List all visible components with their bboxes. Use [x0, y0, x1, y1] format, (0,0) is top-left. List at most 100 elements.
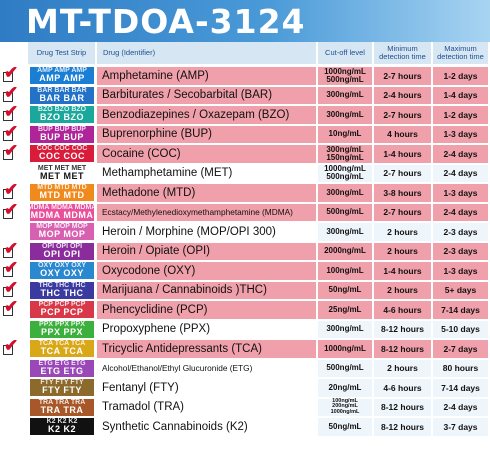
checkbox-checked: ✔	[3, 121, 20, 143]
max-detection: 80 hours	[433, 359, 488, 377]
cutoff-cell: 50ng/mL	[318, 418, 372, 436]
checkbox-box	[3, 286, 13, 297]
cutoff-cell: 1000ng/mL 500ng/mL	[318, 67, 372, 85]
test-strip: K2 K2 K2 K2 K2	[30, 418, 94, 435]
cutoff-value: 10ng/mL	[328, 129, 362, 139]
drug-name: Methamphetamine (MET)	[97, 164, 316, 182]
cutoff-value: 500ng/mL	[326, 207, 364, 217]
checkbox-checked: ✔	[3, 336, 20, 357]
checkbox-box	[3, 130, 13, 141]
cutoff-cell: 500ng/mL	[318, 203, 372, 221]
cutoff-value: 300ng/mL	[326, 90, 364, 100]
strip-label: TCA TCA	[40, 346, 84, 356]
table-row: ✔ PCP PCP PCP PCP PCP Phencyclidine (PCP) 25…	[0, 298, 490, 320]
strip-label-repeat: ETG ETG ETG	[38, 359, 86, 367]
test-strip: OXY OXY OXY OXY OXY	[30, 262, 94, 279]
table-row: ✔ THC THC THC THC THC Marijuana / Cannabino…	[0, 279, 490, 301]
table-row: ✔ TCA TCA TCA TCA TCA Tricyclic Antidepress…	[0, 336, 490, 359]
strip-label-repeat: TCA TCA TCA	[38, 340, 86, 347]
strip-label: MOP MOP	[38, 229, 86, 239]
max-detection: 2-4 days	[433, 145, 488, 163]
cutoff-cell: 300ng/mL	[318, 223, 372, 241]
drug-name: Buprenorphine (BUP)	[97, 125, 316, 143]
cutoff-value: 500ng/mL	[326, 172, 364, 182]
cutoff-cell: 1000ng/mL 500ng/mL	[318, 164, 372, 182]
cutoff-cell: 100ng/mL 200ng/mL 1000ng/mL	[318, 397, 372, 416]
max-detection: 5-10 days	[433, 320, 488, 338]
test-strip: COC COC COC COC COC	[30, 145, 94, 162]
max-detection: 2-4 days	[433, 164, 488, 182]
table-row: ✔ BZO BZO BZO BZO BZO Benzodiazepines / Oxa…	[0, 103, 490, 125]
test-strip: BZO BZO BZO BZO BZO	[30, 106, 94, 123]
drug-name: Alcohol/Ethanol/Ethyl Glucuronide (ETG)	[97, 359, 316, 377]
check-icon: ✔	[4, 141, 19, 160]
checkbox-checked: ✔	[3, 103, 20, 123]
strip-label: AMP AMP	[39, 73, 85, 83]
checkbox-box	[3, 306, 13, 316]
strip-label-repeat: MDMA MDMA MDMA	[30, 203, 94, 211]
test-strip: BAR BAR BAR BAR BAR	[30, 86, 94, 104]
test-strip: MET MET MET MET MET	[30, 164, 94, 182]
table-body: ✔ AMP AMP AMP AMP AMP Amphetamine (AMP) 1000…	[0, 64, 490, 437]
min-detection: 2-4 hours	[374, 86, 431, 104]
checkbox-checked: ✔	[3, 298, 20, 318]
cutoff-value: 100ng/mL	[326, 265, 364, 275]
check-icon: ✔	[4, 258, 19, 277]
cutoff-value: 200ng/mL	[332, 403, 358, 410]
min-detection: 2 hours	[374, 359, 431, 377]
strip-label-repeat: BAR BAR BAR	[37, 86, 87, 94]
drug-name: Tricyclic Antidepressants (TCA)	[97, 340, 316, 358]
table-row: ✔ COC COC COC COC COC Cocaine (COC) 300ng/mL…	[0, 141, 490, 164]
strip-label: K2 K2	[47, 424, 76, 434]
test-strip: BUP BUP BUP BUP BUP	[30, 125, 94, 143]
strip-label-repeat: PPX PPX PPX	[39, 320, 85, 328]
strip-label: MET MET	[40, 170, 84, 181]
max-detection: 1-3 days	[433, 125, 488, 143]
checkbox-checked: ✔	[3, 180, 20, 201]
test-strip: OPI OPI OPI OPI OPI	[30, 242, 94, 260]
check-icon: ✔	[4, 121, 19, 141]
strip-label-repeat: TRA TRA TRA	[38, 398, 86, 406]
test-strip: MTD MTD MTD MTD MTD	[30, 184, 94, 201]
checkbox-box	[3, 267, 13, 277]
drug-name: Cocaine (COC)	[97, 145, 316, 163]
header-strip: Drug Test Strip	[28, 42, 95, 64]
cutoff-value: 1000ng/mL	[324, 164, 366, 174]
strip-label: MTD MTD	[39, 190, 85, 200]
drug-name: Heroin / Opiate (OPI)	[97, 242, 316, 260]
checkbox-box	[3, 72, 13, 82]
title-banner: MT-TDOA-3124	[0, 0, 490, 42]
cutoff-value: 300ng/mL	[326, 187, 364, 197]
checkbox-checked: ✔	[3, 84, 20, 104]
checkbox-box	[3, 345, 13, 355]
checkbox-checked: ✔	[3, 279, 20, 299]
check-icon: ✔	[4, 336, 19, 355]
check-icon: ✔	[4, 199, 19, 219]
strip-label-repeat: PCP PCP PCP	[38, 301, 86, 308]
strip-label: ETG ETG	[40, 365, 84, 376]
min-detection: 2-7 hours	[374, 67, 431, 85]
checkbox-checked: ✔	[3, 258, 20, 279]
header-max: Maximum detection time	[433, 42, 488, 64]
cutoff-cell: 300ng/mL 150ng/mL	[318, 145, 372, 163]
strip-label: THC THC	[40, 287, 84, 298]
min-detection: 4 hours	[374, 125, 431, 143]
max-detection: 1-4 days	[433, 86, 488, 104]
strip-label-repeat: FTY FTY FTY	[40, 379, 84, 386]
cutoff-value: 100ng/mL	[332, 397, 358, 404]
cutoff-cell: 10ng/mL	[318, 125, 372, 143]
product-title: MT-TDOA-3124	[26, 2, 306, 41]
cutoff-cell: 300ng/mL	[318, 320, 372, 338]
strip-label-repeat: MOP MOP MOP	[36, 223, 88, 230]
check-icon: ✔	[4, 180, 19, 199]
max-detection: 1-3 days	[433, 262, 488, 280]
strip-label-repeat: COC COC COC	[36, 145, 88, 152]
cutoff-cell: 500ng/mL	[318, 359, 372, 377]
strip-label: BZO BZO	[40, 112, 84, 122]
checkbox-box	[3, 208, 13, 219]
drug-name: Marijuana / Cannabinoids )THC)	[97, 281, 316, 299]
min-detection: 8-12 hours	[374, 418, 431, 436]
max-detection: 2-3 days	[433, 242, 488, 260]
checkbox-box	[3, 150, 13, 160]
min-detection: 8-12 hours	[374, 340, 431, 358]
